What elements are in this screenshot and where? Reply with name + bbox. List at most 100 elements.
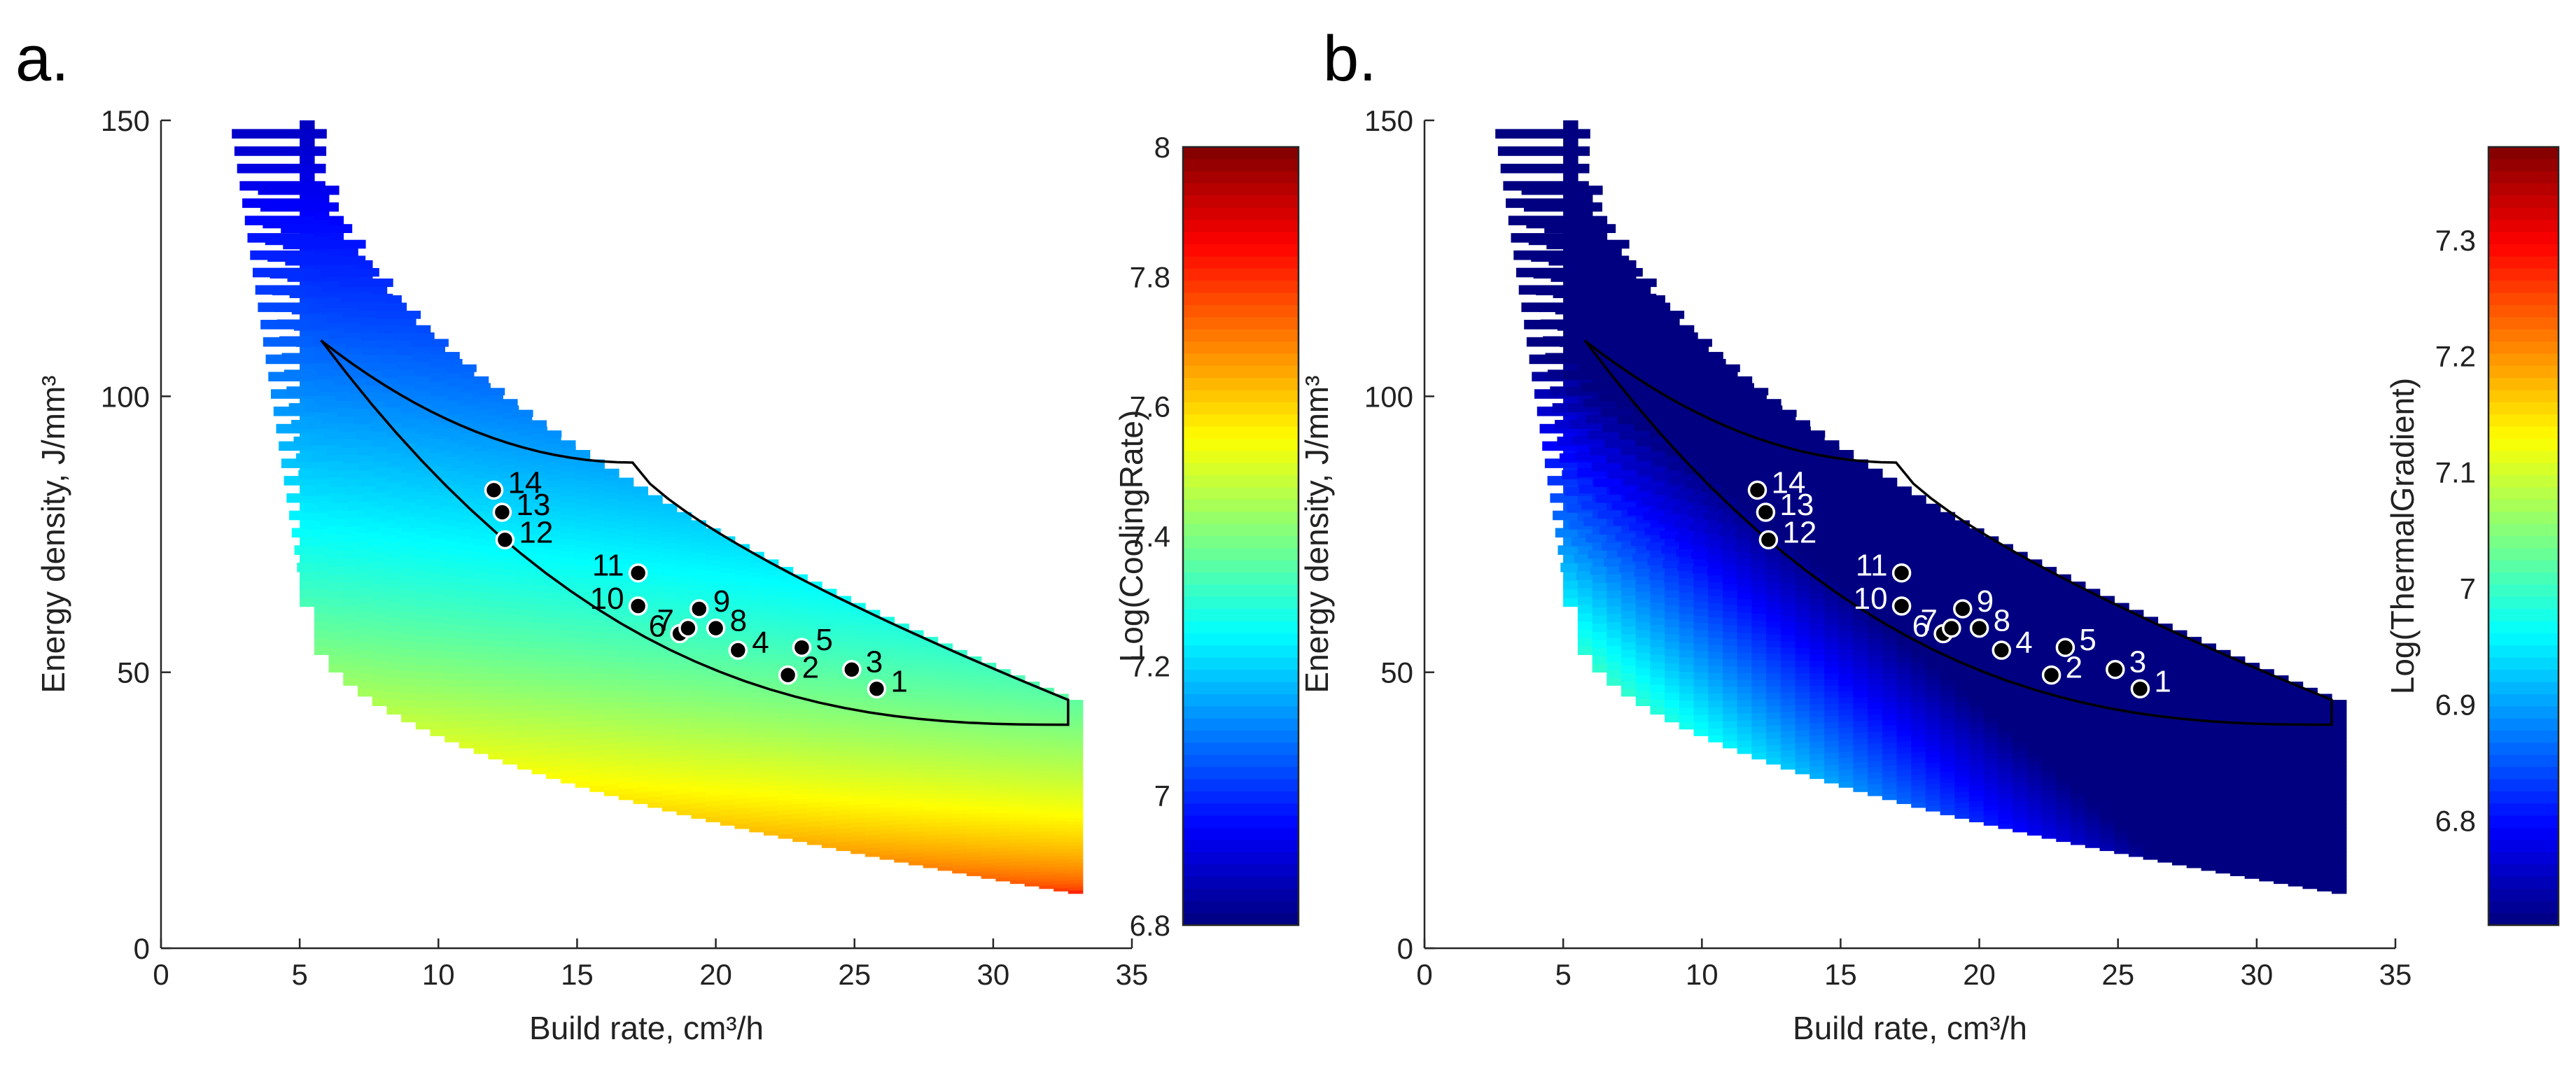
heatmap-cell <box>1823 458 1840 465</box>
heatmap-cell <box>735 671 750 677</box>
heatmap-cell <box>1578 596 1593 605</box>
heatmap-cell <box>1853 738 1868 745</box>
heatmap-cell <box>2012 717 2028 722</box>
heatmap-cell <box>1853 655 1868 662</box>
heatmap-cell <box>735 687 750 692</box>
heatmap-cell <box>1679 656 1695 665</box>
heatmap-cell <box>1969 811 1984 817</box>
heatmap-cell <box>1592 591 1608 600</box>
heatmap-cell <box>1882 747 1898 754</box>
heatmap-cell <box>1853 643 1868 650</box>
heatmap-cell <box>458 556 475 563</box>
heatmap-cell <box>735 747 750 753</box>
heatmap-cell <box>677 528 692 535</box>
heatmap-cell <box>1926 597 1941 603</box>
heatmap-cell <box>1563 138 1578 148</box>
heatmap-cell <box>1781 596 1796 603</box>
heatmap-cell <box>1940 755 1956 761</box>
heatmap-cell <box>1809 654 1825 661</box>
heatmap-cell <box>589 756 605 763</box>
heatmap-cell <box>604 690 620 697</box>
heatmap-cell <box>416 678 431 687</box>
heatmap-cell <box>1954 802 1970 808</box>
heatmap-cell <box>1882 684 1898 691</box>
heatmap-cell <box>1665 692 1680 701</box>
heatmap-cell <box>1737 726 1753 734</box>
heatmap-cell <box>778 819 794 824</box>
heatmap-cell <box>2027 721 2043 727</box>
heatmap-cell <box>1809 598 1825 605</box>
heatmap-cell <box>1839 697 1854 704</box>
heatmap-cell <box>1868 655 1883 662</box>
heatmap-cell <box>749 807 764 812</box>
heatmap-cell <box>1751 745 1767 753</box>
heatmap-cell <box>749 607 764 612</box>
heatmap-cell <box>401 604 416 612</box>
heatmap-cell <box>589 785 605 792</box>
heatmap-cell <box>749 752 764 757</box>
heatmap-cell <box>589 749 605 756</box>
heatmap-cell <box>1839 684 1854 691</box>
heatmap-cell <box>1940 647 1956 654</box>
heatmap-cell <box>706 738 721 744</box>
heatmap-cell <box>1708 700 1723 708</box>
heatmap-cell <box>1911 724 1926 730</box>
heatmap-cell <box>532 591 547 598</box>
heatmap-cell <box>749 667 764 673</box>
heatmap-cell <box>532 704 547 711</box>
heatmap-cell <box>1911 729 1926 735</box>
heatmap-cell <box>488 640 503 647</box>
heatmap-cell <box>1795 578 1810 585</box>
heatmap-cell <box>662 586 678 592</box>
heatmap-cell <box>1940 723 1956 729</box>
heatmap-cell <box>401 318 416 327</box>
heatmap-cell <box>1882 794 1898 800</box>
heatmap-cell <box>561 642 576 649</box>
heatmap-cell <box>488 739 503 747</box>
heatmap-cell <box>1984 738 1999 744</box>
heatmap-cell <box>488 626 503 634</box>
heatmap-cell <box>575 733 591 740</box>
heatmap-cell <box>677 550 692 556</box>
heatmap-cell <box>1998 717 2014 722</box>
heatmap-cell <box>677 593 692 599</box>
heatmap-cell <box>1940 555 1956 561</box>
heatmap-cell <box>474 726 489 734</box>
heatmap-cell <box>329 656 344 665</box>
heatmap-cell <box>749 787 764 792</box>
heatmap-cell <box>430 586 446 594</box>
heatmap-cell <box>444 645 460 652</box>
heatmap-cell <box>1823 495 1839 502</box>
heatmap-cell <box>401 663 416 671</box>
heatmap-cell <box>677 604 692 610</box>
heatmap-cell <box>691 701 706 708</box>
heatmap-cell <box>1984 810 1999 816</box>
heatmap-cell <box>1839 522 1854 529</box>
heatmap-cell <box>1940 739 1956 745</box>
heatmap-cell <box>764 702 779 708</box>
heatmap-cell <box>1823 483 1839 490</box>
heatmap-cell <box>1679 649 1695 658</box>
heatmap-cell <box>546 716 561 723</box>
heatmap-cell <box>2027 820 2043 826</box>
heatmap-cell <box>503 588 518 596</box>
heatmap-cell <box>589 738 605 745</box>
heatmap-cell <box>1998 777 2014 783</box>
heatmap-cell <box>1766 725 1782 733</box>
heatmap-cell <box>648 779 663 785</box>
heatmap-cell <box>546 766 561 773</box>
heatmap-cell <box>1911 740 1926 747</box>
heatmap-cell <box>706 775 721 781</box>
heatmap-cell <box>372 637 388 645</box>
heatmap-cell <box>691 669 706 675</box>
heatmap-cell <box>1969 575 1984 582</box>
heatmap-cell <box>2012 587 2028 593</box>
heatmap-cell <box>1954 563 1970 569</box>
heatmap-cell <box>329 623 344 632</box>
heatmap-cell <box>764 594 779 600</box>
heatmap-cell <box>1911 690 1926 696</box>
heatmap-cell <box>474 578 489 586</box>
heatmap-cell <box>1694 679 1709 687</box>
heatmap-cell <box>720 799 736 805</box>
heatmap-cell <box>778 596 794 602</box>
